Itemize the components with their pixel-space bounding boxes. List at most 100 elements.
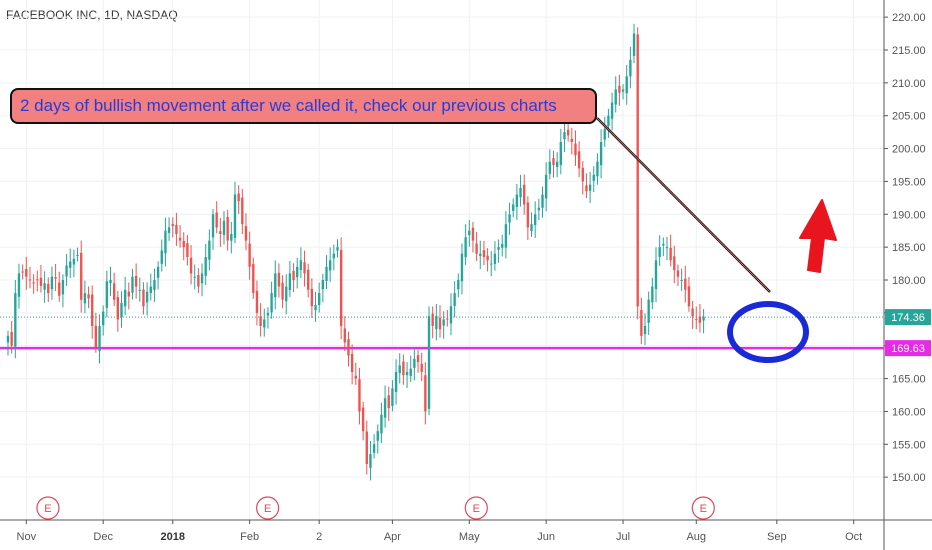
candle (47, 277, 50, 303)
candle-body (625, 76, 628, 94)
candle-body (160, 250, 163, 264)
earnings-marker-label: E (264, 503, 271, 515)
candle (211, 208, 215, 250)
candle (475, 231, 478, 262)
candle (50, 266, 54, 300)
candle (237, 185, 240, 214)
x-tick-label: May (459, 531, 480, 543)
candle (39, 264, 43, 293)
candle (380, 402, 383, 444)
candle-body (321, 280, 325, 290)
candle (325, 255, 328, 290)
candle (281, 275, 284, 309)
candle (361, 401, 365, 441)
candle (490, 251, 493, 277)
candle-body (599, 142, 603, 166)
candle (464, 224, 467, 265)
candle-body (438, 317, 442, 330)
candle-body (233, 194, 237, 238)
candle-body (94, 325, 98, 348)
chart-title: FACEBOOK INC, 1D, NASDAQ (6, 8, 178, 22)
candle (515, 183, 519, 220)
candle (76, 247, 79, 262)
candle-body (193, 276, 196, 278)
candle-body (563, 132, 566, 140)
y-tick-label: 165.00 (892, 374, 926, 386)
candle-body (336, 247, 339, 251)
candle-body (307, 269, 310, 290)
candle (343, 316, 347, 352)
x-tick-label: Dec (93, 531, 113, 543)
candle (164, 217, 167, 267)
candle (420, 352, 423, 382)
candle-body (636, 34, 639, 307)
candle (691, 300, 694, 329)
candle-body (131, 276, 134, 293)
candle-body (592, 174, 595, 181)
candle (596, 153, 599, 185)
candle (566, 124, 570, 142)
candle (230, 221, 233, 254)
candle-body (10, 331, 13, 346)
candle (314, 291, 317, 322)
candle (654, 247, 658, 303)
candle-body (416, 355, 420, 363)
candle (178, 225, 182, 248)
candle-body (54, 277, 57, 279)
candle-body (354, 375, 357, 379)
candle-body (274, 273, 277, 298)
candle (54, 264, 57, 292)
candle (215, 201, 218, 234)
candle-body (299, 260, 303, 270)
candle (512, 198, 515, 218)
candle-body (588, 184, 592, 191)
candle (457, 273, 460, 298)
candle (537, 198, 541, 221)
candle-body (153, 280, 156, 291)
candle (449, 293, 453, 336)
earnings-marker-circle (256, 496, 280, 520)
candle-body (402, 361, 405, 376)
candle-body (296, 266, 299, 278)
earnings-marker-label: E (44, 503, 51, 515)
candle-body (226, 216, 229, 241)
candle-body (263, 319, 266, 328)
candle (610, 92, 614, 131)
support-price-tag-bg (885, 340, 931, 357)
candle-body (123, 289, 127, 307)
candle (145, 282, 149, 316)
candle (625, 65, 628, 105)
candle-body (435, 316, 438, 330)
candle-body (39, 277, 43, 286)
candle-body (43, 283, 46, 290)
candle (530, 212, 533, 237)
candle-body (387, 395, 390, 409)
candle (574, 130, 577, 166)
candle (307, 263, 310, 298)
candle-body (394, 372, 398, 392)
candle (662, 237, 665, 257)
candle (219, 218, 222, 247)
candle-body (698, 316, 702, 323)
candle (259, 303, 262, 337)
candle (698, 303, 702, 333)
x-tick-label: Jun (537, 531, 555, 543)
candle-body (244, 226, 248, 241)
candle (156, 261, 160, 290)
candle-body (87, 294, 90, 299)
candle (570, 127, 573, 155)
candle-body (109, 280, 112, 284)
candle-body (339, 249, 343, 326)
candle (299, 247, 303, 279)
candle-body (482, 250, 486, 257)
candle-body (14, 293, 17, 347)
candle-body (501, 243, 504, 248)
y-tick-label: 155.00 (892, 439, 926, 451)
candle (413, 347, 416, 381)
candle (25, 256, 28, 290)
candle-body (241, 197, 244, 225)
candle-body (61, 280, 65, 295)
candle (695, 306, 698, 330)
candle-body (138, 289, 141, 291)
